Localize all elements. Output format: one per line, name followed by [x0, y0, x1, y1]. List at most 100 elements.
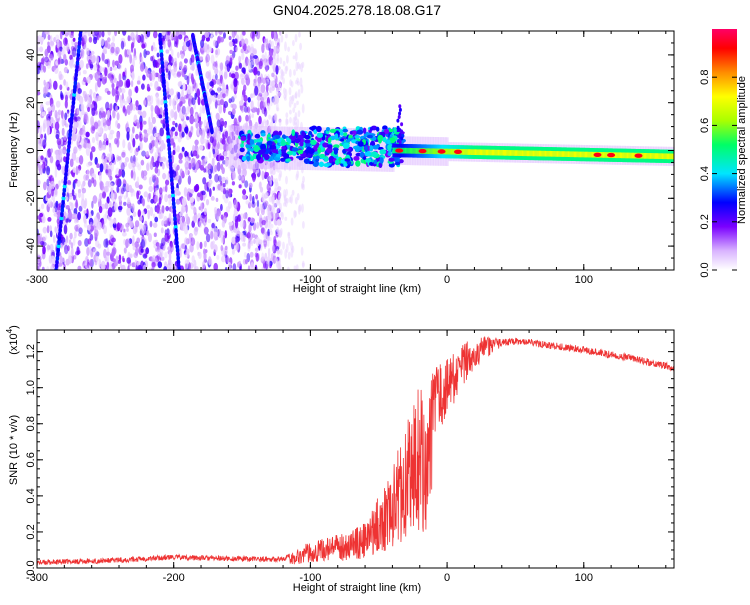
noise-blob: [155, 94, 159, 103]
noise-blob: [185, 213, 189, 220]
noise-blob: [94, 82, 98, 93]
noise-blob: [106, 118, 111, 127]
noise-blob: [153, 132, 159, 138]
noise-blob: [123, 247, 127, 254]
noise-blob: [43, 119, 48, 129]
noise-blob: [210, 54, 215, 65]
noise-blob: [152, 240, 157, 245]
noise-blob: [126, 184, 129, 192]
noise-blob: [281, 69, 284, 80]
noise-blob: [151, 174, 155, 180]
noise-blob: [127, 35, 132, 42]
noise-blob: [277, 186, 282, 191]
noise-blob: [269, 228, 273, 233]
noise-blob: [154, 195, 159, 203]
noise-blob: [199, 106, 203, 115]
noise-blob: [141, 150, 147, 157]
noise-blob: [178, 153, 183, 160]
noise-blob: [97, 126, 103, 136]
noise-blob: [162, 186, 166, 192]
carrier-blob: [354, 135, 361, 139]
noise-blob: [277, 92, 282, 97]
noise-blob: [224, 130, 229, 139]
noise-blob: [107, 73, 112, 79]
noise-blob: [234, 31, 237, 36]
carrier-blob: [356, 129, 364, 135]
noise-blob: [161, 31, 166, 36]
trace-highlight: [61, 196, 66, 201]
noise-blob: [241, 52, 245, 61]
noise-blob: [294, 91, 298, 99]
noise-blob: [263, 99, 267, 108]
noise-blob: [141, 43, 146, 49]
noise-blob: [99, 163, 104, 173]
carrier-core: [641, 152, 644, 159]
carrier-blob: [247, 133, 251, 141]
noise-blob: [208, 46, 213, 53]
noise-blob: [192, 79, 196, 89]
noise-blob: [64, 32, 69, 37]
noise-blob: [251, 217, 256, 223]
carrier-core: [427, 148, 430, 154]
noise-blob: [63, 66, 68, 74]
noise-blob: [250, 100, 254, 109]
noise-blob: [123, 201, 127, 206]
noise-blob: [59, 74, 64, 80]
noise-blob: [221, 255, 226, 263]
carrier-core: [518, 150, 520, 156]
colorbar-tick-label: 0.4: [699, 166, 711, 181]
carrier-core: [521, 150, 524, 156]
noise-blob: [126, 207, 131, 216]
noise-blob: [98, 31, 102, 38]
carrier-core: [589, 151, 591, 158]
noise-blob: [76, 92, 81, 101]
noise-blob: [86, 115, 89, 124]
noise-blob: [103, 161, 107, 171]
noise-blob: [183, 187, 188, 197]
carrier-core: [570, 151, 573, 158]
carrier-halo: [238, 125, 241, 169]
noise-blob: [105, 101, 110, 111]
noise-blob: [206, 134, 210, 139]
carrier-blob: [254, 133, 261, 139]
noise-blob: [72, 167, 76, 173]
noise-blob: [90, 120, 95, 127]
noise-blob: [72, 47, 77, 58]
noise-blob: [142, 264, 147, 270]
trace-highlight: [59, 216, 64, 221]
noise-blob: [205, 54, 211, 63]
noise-blob: [276, 107, 280, 112]
noise-blob: [113, 191, 117, 200]
carrier-blob: [324, 156, 329, 162]
noise-blob: [69, 158, 74, 168]
carrier-blob: [257, 149, 265, 155]
noise-blob: [39, 125, 42, 134]
noise-blob: [83, 222, 88, 228]
noise-blob: [132, 103, 136, 111]
noise-blob: [128, 184, 133, 193]
noise-blob: [134, 220, 140, 228]
noise-blob: [273, 235, 277, 245]
noise-blob: [249, 193, 252, 202]
carrier-core: [462, 149, 465, 155]
noise-blob: [78, 205, 83, 212]
colorbar-tick-label: 0.0: [699, 262, 711, 277]
noise-blob: [221, 138, 226, 145]
noise-blob: [41, 111, 46, 117]
carrier-core: [653, 153, 656, 159]
carrier-core: [540, 150, 542, 157]
snr-y-label: SNR (10 * v/v): [8, 415, 20, 485]
noise-blob: [189, 86, 193, 95]
noise-blob: [145, 229, 150, 236]
noise-blob: [83, 130, 86, 136]
noise-blob: [46, 126, 51, 136]
noise-blob: [173, 135, 178, 140]
carrier-core: [642, 152, 645, 159]
noise-blob: [83, 200, 87, 210]
x-tick-label: -300: [26, 572, 48, 584]
noise-blob: [143, 120, 147, 125]
noise-blob: [63, 156, 67, 163]
noise-blob: [216, 161, 221, 172]
noise-blob: [176, 145, 180, 153]
noise-blob: [201, 107, 206, 114]
